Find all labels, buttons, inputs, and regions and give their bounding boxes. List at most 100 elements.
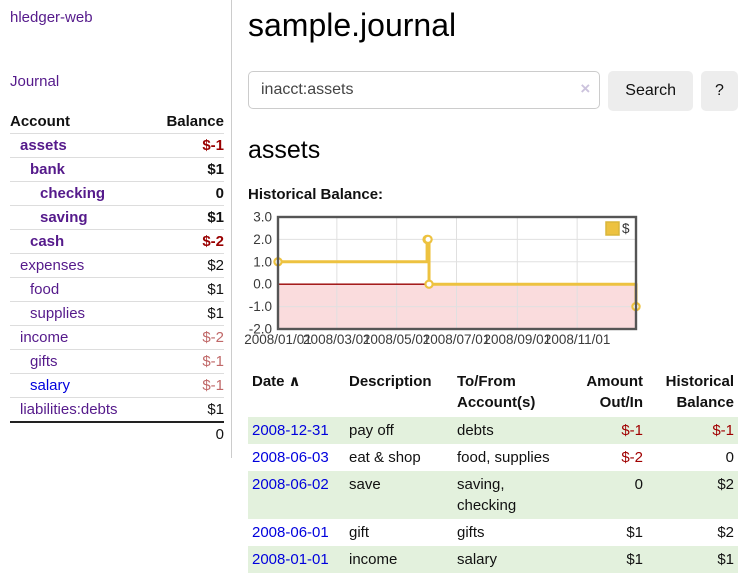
account-balance: $-1	[149, 374, 224, 398]
transaction-date-link[interactable]: 2008-06-03	[252, 449, 329, 466]
help-button[interactable]: ?	[701, 71, 738, 111]
svg-text:2.0: 2.0	[253, 232, 272, 247]
account-link-supplies[interactable]: supplies	[30, 305, 85, 322]
search-row: × Search ?	[248, 71, 738, 111]
accounts-total-row: 0	[10, 422, 224, 446]
account-row: expenses $2	[10, 254, 224, 278]
register-row[interactable]: 2008-06-01 giftgifts$1$2	[248, 519, 738, 546]
svg-text:-1.0: -1.0	[249, 299, 272, 314]
register-table: Date∧DescriptionTo/From Account(s)Amount…	[248, 369, 738, 573]
account-row: bank $1	[10, 158, 224, 182]
account-row: salary $-1	[10, 374, 224, 398]
register-row[interactable]: 2008-12-31pay offdebts$-1$-1	[248, 417, 738, 444]
register-col-amount[interactable]: Amount Out/In	[577, 369, 647, 417]
account-balance: $-2	[149, 230, 224, 254]
transaction-balance: $2	[647, 519, 738, 546]
transaction-description: save	[345, 471, 453, 519]
transaction-description: pay off	[345, 417, 453, 444]
account-link-checking[interactable]: checking	[40, 185, 105, 202]
account-row: gifts $-1	[10, 350, 224, 374]
transaction-accounts: saving, checking	[453, 471, 577, 519]
svg-text:2008/03/01: 2008/03/01	[303, 332, 371, 347]
legend-swatch	[606, 222, 619, 235]
account-balance: $1	[149, 206, 224, 230]
account-link-income[interactable]: income	[20, 329, 68, 346]
transaction-accounts: food, supplies	[453, 444, 577, 471]
transaction-accounts: salary	[453, 546, 577, 573]
svg-text:2008/11/01: 2008/11/01	[544, 332, 611, 347]
main-content: sample.journal × Search ? assets Histori…	[232, 0, 738, 573]
account-row: income $-2	[10, 326, 224, 350]
clear-search-icon[interactable]: ×	[580, 79, 590, 99]
accounts-total-value: 0	[149, 422, 224, 446]
transaction-amount: $1	[577, 546, 647, 573]
nav-journal-link[interactable]: Journal	[10, 73, 59, 90]
accounts-header-balance: Balance	[149, 111, 224, 134]
transaction-amount: $-1	[577, 417, 647, 444]
transaction-amount: $-2	[577, 444, 647, 471]
svg-text:2008/07/01: 2008/07/01	[423, 332, 491, 347]
register-row[interactable]: 2008-06-02savesaving, checking0$2	[248, 471, 738, 519]
register-col-description[interactable]: Description	[345, 369, 453, 417]
account-balance: $-1	[149, 350, 224, 374]
account-link-gifts[interactable]: gifts	[30, 353, 58, 370]
historical-balance-chart[interactable]: $3.02.01.00.0-1.0-2.02008/01/012008/03/0…	[248, 211, 648, 351]
account-link-bank[interactable]: bank	[30, 161, 65, 178]
register-row[interactable]: 2008-01-01incomesalary$1$1	[248, 546, 738, 573]
transaction-description: income	[345, 546, 453, 573]
app-brand-link[interactable]: hledger-web	[10, 9, 93, 26]
transaction-accounts: debts	[453, 417, 577, 444]
account-link-assets[interactable]: assets	[20, 137, 67, 154]
account-link-food[interactable]: food	[30, 281, 59, 298]
account-row: cash $-2	[10, 230, 224, 254]
register-col-to-from[interactable]: To/From Account(s)	[453, 369, 577, 417]
register-header-row: Date∧DescriptionTo/From Account(s)Amount…	[248, 369, 738, 417]
balance-chart-svg[interactable]: $3.02.01.00.0-1.0-2.02008/01/012008/03/0…	[248, 211, 648, 351]
search-button[interactable]: Search	[608, 71, 693, 111]
chart-title: Historical Balance:	[248, 186, 738, 203]
account-balance: 0	[149, 182, 224, 206]
transaction-amount: $1	[577, 519, 647, 546]
svg-text:1.0: 1.0	[253, 254, 272, 269]
page-title: sample.journal	[248, 6, 738, 44]
account-balance: $1	[149, 398, 224, 423]
account-link-saving[interactable]: saving	[40, 209, 88, 226]
account-row: checking 0	[10, 182, 224, 206]
search-box: ×	[248, 71, 600, 111]
account-balance: $2	[149, 254, 224, 278]
transaction-date-link[interactable]: 2008-06-02	[252, 476, 329, 493]
svg-text:0.0: 0.0	[253, 277, 272, 292]
page: hledger-web Journal Account Balance asse…	[0, 0, 742, 573]
transaction-description: eat & shop	[345, 444, 453, 471]
svg-text:2008/01/01: 2008/01/01	[244, 332, 312, 347]
transaction-description: gift	[345, 519, 453, 546]
account-balance: $1	[149, 158, 224, 182]
account-heading: assets	[248, 136, 738, 165]
accounts-header-account: Account	[10, 111, 149, 134]
account-link-expenses[interactable]: expenses	[20, 257, 84, 274]
register-col-historical[interactable]: Historical Balance	[647, 369, 738, 417]
search-input[interactable]	[248, 71, 600, 109]
account-link-cash[interactable]: cash	[30, 233, 64, 250]
transaction-accounts: gifts	[453, 519, 577, 546]
svg-text:2008/09/01: 2008/09/01	[484, 332, 552, 347]
sidebar: hledger-web Journal Account Balance asse…	[0, 0, 232, 458]
account-row: liabilities:debts $1	[10, 398, 224, 423]
account-balance: $-2	[149, 326, 224, 350]
account-row: assets$-1	[10, 134, 224, 158]
svg-text:2008/05/01: 2008/05/01	[363, 332, 431, 347]
nav: Journal	[10, 73, 224, 90]
account-row: saving $1	[10, 206, 224, 230]
svg-text:3.0: 3.0	[253, 210, 272, 225]
app-brand: hledger-web	[10, 9, 224, 26]
transaction-date-link[interactable]: 2008-01-01	[252, 551, 329, 568]
account-balance: $1	[149, 278, 224, 302]
register-row[interactable]: 2008-06-03 eat & shopfood, supplies$-20	[248, 444, 738, 471]
account-link-liabilities-debts[interactable]: liabilities:debts	[20, 401, 118, 418]
transaction-balance: 0	[647, 444, 738, 471]
transaction-date-link[interactable]: 2008-06-01	[252, 524, 329, 541]
register-col-date[interactable]: Date∧	[248, 369, 345, 417]
account-link-salary[interactable]: salary	[30, 377, 70, 394]
transaction-date-link[interactable]: 2008-12-31	[252, 422, 329, 439]
account-row: food $1	[10, 278, 224, 302]
